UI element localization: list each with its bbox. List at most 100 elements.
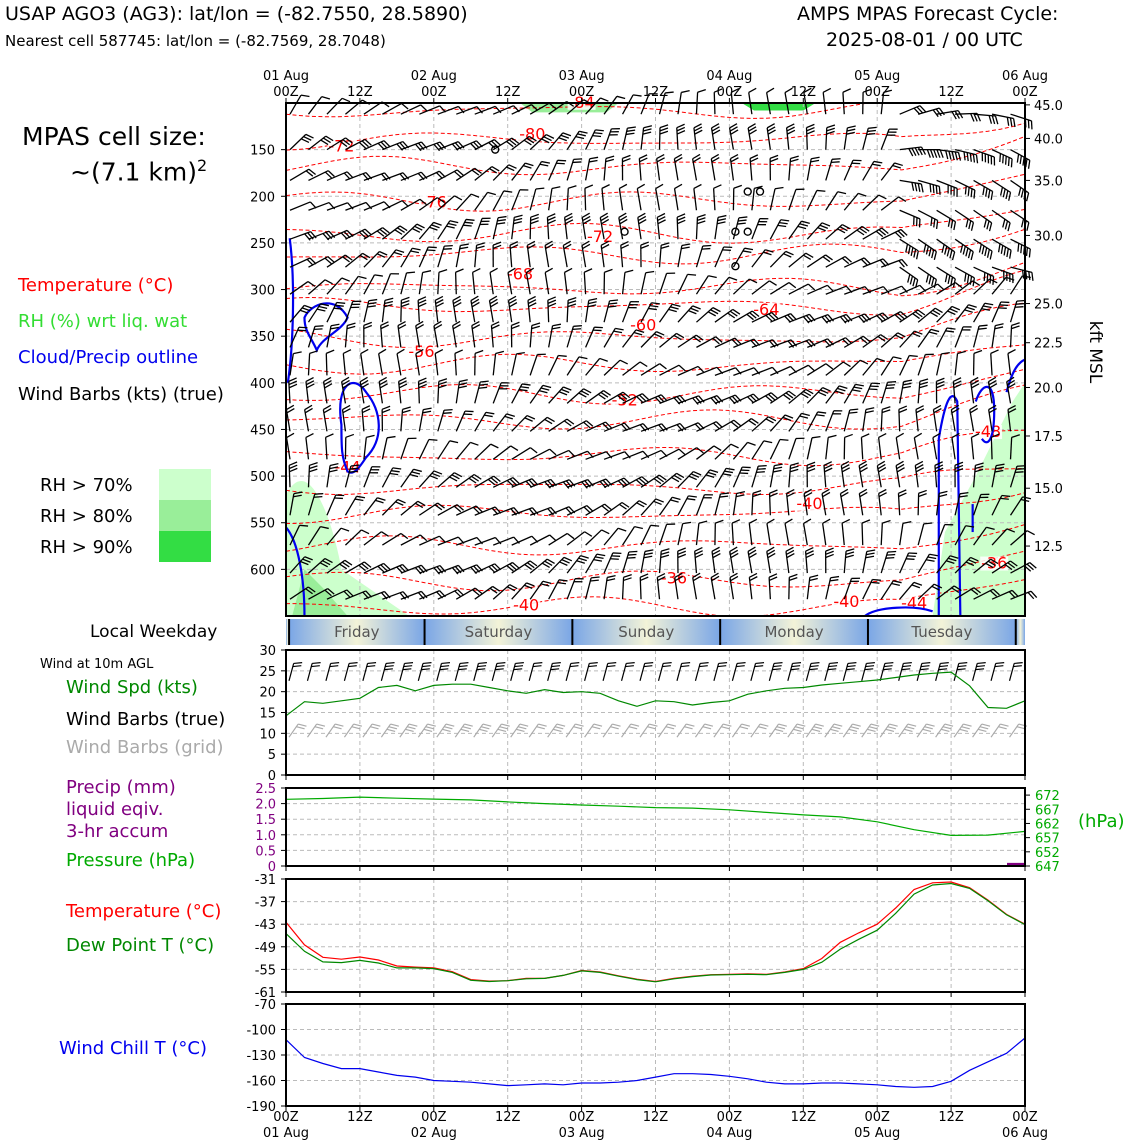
panel-frame (285, 649, 1026, 776)
profile-wind-barb (913, 437, 919, 460)
profile-wind-barb (902, 520, 912, 524)
profile-wind-barb (363, 590, 385, 600)
temperature-label: Temperature (°C) (66, 901, 222, 922)
calm-wind-marker (755, 187, 765, 196)
profile-wind-barb (397, 381, 402, 404)
profile-wind-barb (951, 305, 961, 311)
profile-wind-barb (895, 437, 901, 460)
profile-wind-barb (529, 325, 533, 348)
wind-barb-true (827, 668, 837, 671)
profile-wind-barb (382, 200, 403, 211)
wind-barb-grid (370, 726, 379, 730)
wind-barb-true (791, 665, 801, 668)
profile-wind-barb (880, 523, 883, 546)
profile-wind-barb (330, 323, 340, 327)
profile-wind-barb (1007, 349, 1016, 355)
profile-wind-barb (770, 339, 792, 348)
wind-barb-grid (333, 726, 342, 730)
profile-wind-barb (751, 280, 770, 295)
profile-wind-barb (720, 492, 729, 495)
profile-wind-barb (725, 467, 735, 471)
profile-wind-barb (950, 409, 956, 432)
profile-wind-barb (588, 297, 598, 302)
profile-wind-barb (982, 186, 985, 196)
profile-wind-barb (417, 381, 420, 404)
profile-wind-barb (788, 220, 803, 240)
profile-wind-barb (492, 164, 510, 181)
profile-wind-barb (435, 302, 444, 308)
profile-wind-barb (805, 252, 814, 259)
profile-wind-barb (898, 489, 907, 494)
profile-wind-barb (325, 353, 328, 376)
profile-wind-barb (693, 336, 701, 343)
profile-wind-barb (878, 229, 886, 236)
profile-wind-barb (590, 579, 599, 582)
profile-wind-barb (401, 102, 409, 110)
temperature-contour (285, 524, 1026, 556)
profile-wind-barb (487, 478, 496, 486)
profile-wind-barb (898, 260, 905, 268)
profile-wind-barb (677, 550, 686, 555)
profile-wind-barb (639, 361, 648, 368)
profile-wind-barb (641, 476, 649, 483)
profile-wind-barb (326, 349, 335, 354)
profile-wind-barb (584, 188, 587, 211)
profile-wind-barb (763, 251, 772, 256)
profile-wind-barb (640, 127, 645, 150)
profile-wind-barb (867, 129, 876, 133)
profile-wind-barb (917, 147, 923, 156)
profile-wind-barb (381, 437, 388, 460)
bottom-xtick-time: 00Z (864, 1110, 890, 1125)
profile-wind-barb (770, 392, 779, 399)
profile-wind-barb (969, 153, 972, 162)
profile-wind-barb (548, 102, 557, 110)
profile-wind-barb (341, 97, 351, 103)
profile-wind-barb (384, 300, 394, 305)
profile-wind-barb (733, 418, 752, 432)
profile-right-tick-label: 35.0 (1034, 174, 1063, 189)
profile-wind-barb (936, 266, 956, 280)
profile-wind-barb (298, 326, 308, 329)
profile-wind-barb (730, 157, 739, 163)
profile-wind-barb (529, 580, 544, 600)
profile-wind-barb (563, 243, 572, 250)
profile-wind-barb (618, 188, 624, 211)
profile-wind-barb (999, 187, 1004, 196)
profile-wind-barb (911, 182, 915, 191)
profile-wind-barb (454, 590, 462, 598)
profile-wind-barb (545, 134, 555, 139)
profile-wind-barb (379, 228, 388, 236)
wind-barb-true (440, 665, 450, 668)
profile-wind-barb (359, 381, 365, 404)
panel-ytick-label: 30 (259, 644, 276, 659)
profile-wind-barb (343, 590, 351, 598)
wind-barb-grid (460, 728, 470, 733)
profile-wind-barb (653, 478, 662, 485)
profile-wind-barb (1025, 247, 1029, 257)
wind-barb-true (589, 662, 598, 665)
profile-wind-barb (548, 132, 564, 151)
profile-wind-barb (599, 217, 605, 240)
profile-wind-barb (826, 127, 835, 132)
profile-wind-barb (363, 437, 367, 460)
profile-wind-barb (376, 230, 385, 237)
profile-wind-barb (971, 433, 980, 438)
profile-wind-barb (344, 301, 354, 323)
profile-wind-barb (768, 493, 771, 516)
profile-wind-barb (677, 216, 686, 221)
profile-wind-barb (526, 137, 535, 144)
profile-wind-barb (400, 500, 419, 516)
profile-wind-barb (479, 383, 488, 386)
profile-wind-barb (562, 132, 572, 137)
profile-wind-barb (936, 238, 956, 253)
profile-wind-barb (917, 238, 937, 253)
profile-wind-barb (886, 553, 896, 556)
profile-wind-barb (991, 115, 996, 125)
profile-wind-barb (859, 488, 868, 495)
profile-wind-barb (973, 238, 993, 252)
profile-wind-barb (565, 219, 574, 225)
profile-wind-barb (586, 505, 594, 512)
profile-wind-barb (544, 272, 550, 295)
wind-barb-grid (750, 723, 761, 738)
wind-barb-grid (407, 726, 416, 730)
